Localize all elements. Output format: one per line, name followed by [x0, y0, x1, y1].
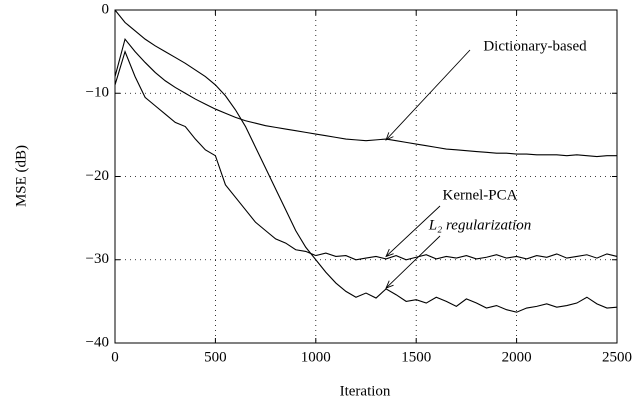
annotation-label: L₂ regularization: [428, 217, 532, 233]
series-line: [114, 37, 617, 158]
x-axis-label: Iteration: [340, 383, 391, 399]
arrow-head: [385, 248, 394, 258]
y-tick-label: −10: [86, 85, 109, 101]
y-tick-label: −30: [86, 251, 109, 267]
annotation-arrow: [385, 205, 441, 257]
y-tick-label: −40: [86, 334, 109, 350]
series-line: [114, 9, 618, 313]
x-tick-label: 1500: [401, 349, 431, 365]
x-tick-label: 500: [204, 349, 227, 365]
series-line: [114, 49, 618, 261]
annotation-arrow: [385, 49, 471, 141]
y-axis-label: MSE (dB): [13, 145, 29, 207]
x-tick-label: 2000: [502, 349, 532, 365]
annotation-label: Dictionary-based: [483, 38, 587, 54]
x-tick-label: 0: [111, 349, 119, 365]
annotation-label: Kernel-PCA: [443, 187, 518, 203]
plot-frame: [114, 9, 618, 344]
arrow-head: [385, 280, 394, 289]
arrow-head: [385, 132, 394, 141]
x-tick-label: 2500: [602, 349, 632, 365]
annotation-arrow: [385, 235, 441, 289]
y-tick-label: 0: [102, 1, 110, 17]
x-tick-label: 1000: [301, 349, 331, 365]
y-tick-label: −20: [86, 168, 109, 184]
